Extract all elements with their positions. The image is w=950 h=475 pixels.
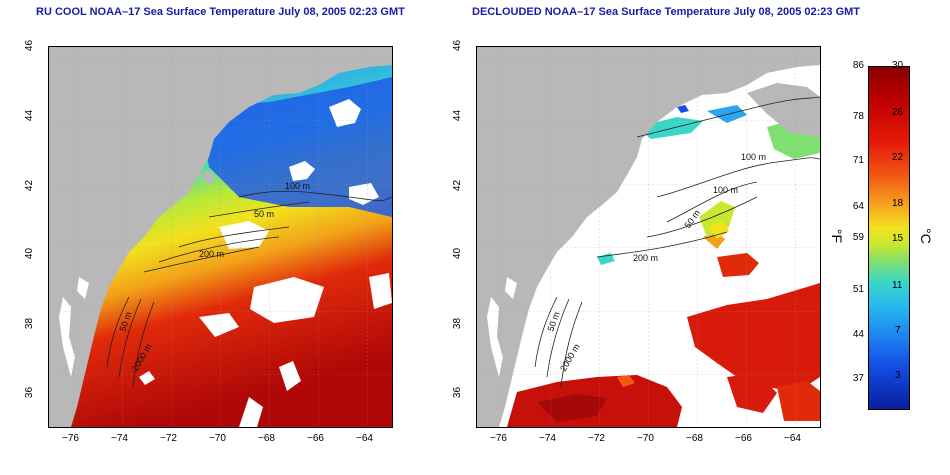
right-x-tick: −74 (539, 433, 556, 444)
left-x-tick: −74 (111, 433, 128, 444)
right-contour-label: 100 m (741, 152, 766, 162)
colorbar-celsius-tick: 18 (892, 198, 904, 209)
left-y-tick: 40 (24, 247, 36, 260)
right-x-tick: −68 (686, 433, 703, 444)
colorbar-celsius-tick: 3 (895, 370, 901, 381)
unit-celsius-label: °C (917, 228, 934, 244)
right-bathymetry-contours (534, 96, 820, 388)
temperature-colorbar (868, 66, 910, 410)
right-x-tick: −70 (637, 433, 654, 444)
left-x-tick: −76 (62, 433, 79, 444)
right-y-tick: 44 (452, 109, 464, 122)
right-panel-title: DECLOUDED NOAA–17 Sea Surface Temperatur… (472, 6, 861, 18)
colorbar-fahrenheit-tick: 78 (852, 111, 864, 122)
colorbar-fahrenheit-tick: 64 (852, 201, 864, 212)
colorbar-fahrenheit-tick: 51 (852, 284, 864, 295)
colorbar-fahrenheit-tick: 59 (852, 232, 864, 243)
left-y-tick: 44 (24, 109, 36, 122)
left-x-tick: −72 (160, 433, 177, 444)
colorbar-fahrenheit-tick: 44 (852, 329, 864, 340)
colorbar-fahrenheit-tick: 37 (852, 373, 864, 384)
left-y-tick: 46 (24, 39, 36, 52)
left-y-tick: 36 (24, 386, 36, 399)
colorbar-celsius-tick: 7 (895, 325, 901, 336)
left-y-tick: 38 (24, 317, 36, 330)
left-x-tick: −66 (307, 433, 324, 444)
right-x-tick: −72 (588, 433, 605, 444)
left-map-canvas: 100 m 50 m 200 m 50 m 2000 m (49, 47, 392, 427)
right-y-tick: 46 (452, 39, 464, 52)
left-y-tick: 42 (24, 179, 36, 192)
left-contour-label: 50 m (254, 209, 274, 219)
right-y-tick: 36 (452, 386, 464, 399)
left-x-tick: −70 (209, 433, 226, 444)
left-x-tick: −64 (356, 433, 373, 444)
colorbar-celsius-tick: 22 (892, 152, 904, 163)
left-contour-label: 200 m (199, 249, 224, 259)
colorbar-fahrenheit-tick: 86 (852, 60, 864, 71)
left-x-tick: −68 (258, 433, 275, 444)
unit-fahrenheit-label: °F (829, 228, 846, 244)
colorbar-celsius-tick: 30 (892, 60, 904, 71)
colorbar-celsius-tick: 11 (892, 280, 903, 291)
right-contour-label: 200 m (633, 253, 658, 263)
left-panel-title: RU COOL NOAA–17 Sea Surface Temperature … (36, 6, 405, 18)
right-sst-map: 100 m 100 m 50 m 200 m 50 m 2000 m (476, 46, 821, 428)
right-y-tick: 40 (452, 247, 464, 260)
right-contour-label: 100 m (713, 185, 738, 195)
left-bathymetry-contours (106, 190, 392, 388)
right-y-tick: 38 (452, 317, 464, 330)
right-x-tick: −66 (735, 433, 752, 444)
right-x-tick: −76 (490, 433, 507, 444)
right-map-canvas: 100 m 100 m 50 m 200 m 50 m 2000 m (477, 47, 820, 427)
left-sst-map: 100 m 50 m 200 m 50 m 2000 m (48, 46, 393, 428)
right-y-tick: 42 (452, 179, 464, 192)
colorbar-celsius-tick: 26 (892, 107, 904, 118)
colorbar-celsius-tick: 15 (892, 233, 904, 244)
colorbar-fahrenheit-tick: 71 (852, 155, 864, 166)
right-x-tick: −64 (784, 433, 801, 444)
left-contour-label: 100 m (285, 181, 310, 191)
